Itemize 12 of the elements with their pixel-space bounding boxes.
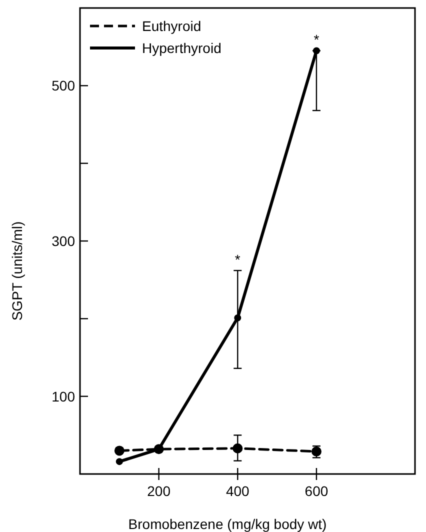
- x-tick-label: 600: [304, 483, 328, 499]
- x-axis-title: Bromobenzene (mg/kg body wt): [128, 516, 327, 532]
- annotation: *: [314, 32, 320, 48]
- y-tick-label: 500: [52, 78, 76, 94]
- annotation: *: [234, 252, 241, 268]
- y-axis-title: SGPT (units/ml): [9, 221, 25, 321]
- x-tick-label: 200: [147, 483, 171, 499]
- y-tick-label: 300: [52, 233, 76, 249]
- x-tick-label: 400: [226, 483, 250, 499]
- y-tick-label: 100: [52, 388, 76, 404]
- legend-label: Euthyroid: [142, 18, 202, 34]
- legend-label: Hyperthyroid: [142, 40, 222, 56]
